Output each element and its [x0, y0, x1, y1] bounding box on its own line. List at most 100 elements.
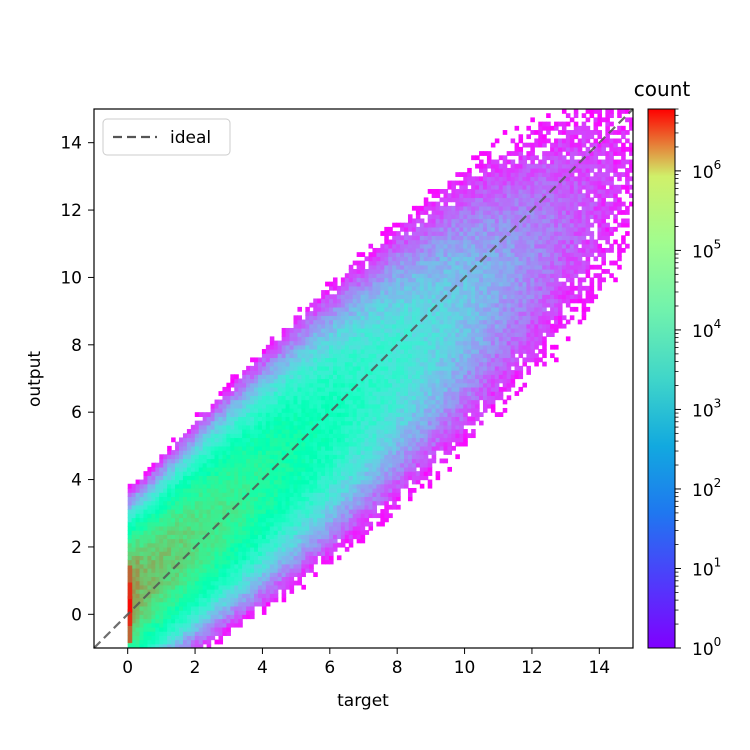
heatmap-cell	[376, 361, 381, 367]
heatmap-cell	[439, 269, 445, 274]
heatmap-cell	[285, 327, 291, 333]
heatmap-cell	[364, 530, 370, 535]
heatmap-cell	[273, 374, 279, 380]
heatmap-cell	[190, 458, 196, 464]
heatmap-cell	[364, 492, 370, 498]
heatmap-cell	[301, 500, 306, 506]
heatmap-cell	[423, 424, 429, 430]
heatmap-cell	[277, 530, 283, 535]
heatmap-cell	[404, 319, 409, 325]
heatmap-cell	[352, 441, 358, 447]
heatmap-cell	[179, 593, 184, 599]
heatmap-cell	[332, 450, 338, 455]
heatmap-cell	[182, 509, 188, 514]
heatmap-cell	[234, 416, 239, 422]
heatmap-cell	[226, 614, 231, 620]
heatmap-cell	[254, 559, 259, 565]
heatmap-cell	[179, 635, 184, 641]
heatmap-cell	[392, 458, 397, 464]
heatmap-cell	[360, 264, 366, 270]
heatmap-cell	[210, 517, 216, 523]
heatmap-cell	[202, 576, 208, 582]
heatmap-cell	[305, 534, 310, 540]
heatmap-cell	[336, 290, 342, 295]
heatmap-cell	[356, 530, 362, 535]
heatmap-cell	[297, 420, 302, 426]
heatmap-cell	[360, 277, 366, 283]
heatmap-cell	[411, 281, 417, 287]
heatmap-cell	[198, 441, 204, 447]
heatmap-cell	[135, 572, 141, 578]
heatmap-cell	[439, 357, 445, 363]
heatmap-cell	[356, 260, 362, 266]
heatmap-cell	[190, 525, 196, 531]
heatmap-cell	[309, 386, 314, 392]
heatmap-cell	[285, 407, 291, 413]
heatmap-cell	[325, 323, 330, 329]
heatmap-cell	[431, 340, 437, 346]
heatmap-cell	[151, 597, 156, 603]
heatmap-cell	[455, 311, 460, 316]
heatmap-cell	[321, 403, 326, 409]
heatmap-cell	[435, 226, 441, 232]
heatmap-cell	[392, 500, 397, 506]
heatmap-cell	[384, 496, 389, 502]
heatmap-cell	[340, 538, 346, 544]
heatmap-cell	[356, 323, 362, 329]
heatmap-cell	[167, 538, 172, 544]
heatmap-cell	[392, 504, 397, 510]
heatmap-cell	[411, 403, 417, 409]
heatmap-cell	[269, 483, 275, 489]
heatmap-cell	[202, 605, 208, 611]
heatmap-cell	[222, 420, 227, 426]
heatmap-cell	[329, 525, 334, 531]
heatmap-cell	[198, 483, 204, 489]
heatmap-cell	[431, 370, 437, 375]
heatmap-cell	[309, 450, 314, 455]
heatmap-cell	[163, 593, 168, 599]
heatmap-cell	[289, 378, 295, 384]
heatmap-cell	[396, 315, 401, 321]
heatmap-cell	[289, 466, 295, 472]
heatmap-cell	[190, 429, 196, 434]
heatmap-cell	[261, 437, 267, 443]
heatmap-cell	[190, 454, 196, 460]
heatmap-cell	[297, 386, 302, 392]
heatmap-cell	[171, 454, 176, 460]
heatmap-cell	[281, 399, 287, 405]
heatmap-cell	[198, 445, 204, 451]
heatmap-cell	[332, 538, 338, 544]
heatmap-cell	[439, 420, 445, 426]
heatmap-cell	[281, 382, 287, 388]
heatmap-cell	[289, 530, 295, 535]
heatmap-cell	[214, 433, 220, 439]
heatmap-cell	[186, 546, 192, 552]
heatmap-cell	[238, 563, 243, 569]
heatmap-cell	[443, 189, 449, 194]
heatmap-cell	[175, 622, 180, 628]
heatmap-cell	[372, 340, 377, 346]
heatmap-cell	[273, 454, 279, 460]
heatmap-cell	[277, 416, 283, 422]
heatmap-cell	[396, 273, 401, 279]
heatmap-cell	[281, 361, 287, 367]
heatmap-cell	[352, 357, 358, 363]
heatmap-cell	[372, 306, 377, 312]
heatmap-cell	[435, 231, 441, 236]
heatmap-cell	[285, 530, 291, 535]
heatmap-cell	[293, 403, 299, 409]
heatmap-cell	[364, 349, 370, 354]
heatmap-cell	[198, 639, 204, 645]
heatmap-cell	[364, 513, 370, 519]
heatmap-cell	[313, 475, 318, 481]
heatmap-cell	[329, 429, 334, 434]
heatmap-cell	[254, 496, 259, 502]
heatmap-cell	[143, 492, 149, 498]
heatmap-cell	[182, 492, 188, 498]
heatmap-cell	[332, 433, 338, 439]
heatmap-cell	[309, 471, 314, 476]
heatmap-cell	[190, 521, 196, 527]
heatmap-cell	[325, 433, 330, 439]
heatmap-cell	[332, 424, 338, 430]
heatmap-cell	[325, 361, 330, 367]
